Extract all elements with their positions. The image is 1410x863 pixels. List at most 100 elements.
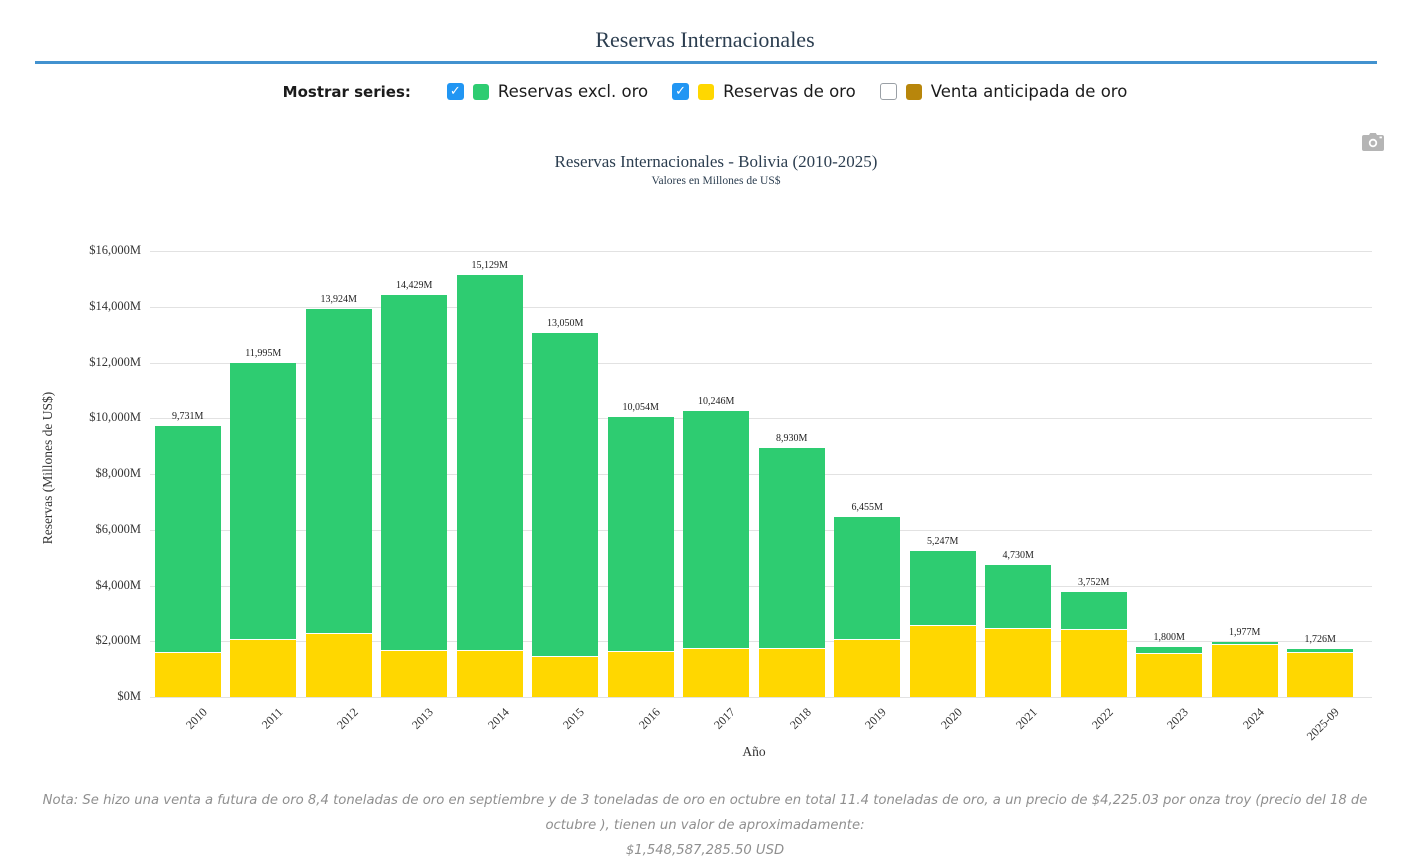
series-color-swatch <box>472 83 489 100</box>
checked-checkbox-icon[interactable]: ✓ <box>672 83 690 100</box>
x-tick-label: 2015 <box>560 705 588 732</box>
bar-segment-reservas-excl-oro[interactable] <box>305 308 372 634</box>
bar-segment-reservas-de-oro[interactable] <box>305 634 372 697</box>
bar-group: 6,455M 2019 <box>830 240 906 732</box>
footnote: Nota: Se hizo una venta a futura de oro … <box>40 788 1370 863</box>
series-toggle-items: ✓ Reservas excl. oro ✓ Reservas de oro Venta… <box>446 82 1128 101</box>
y-tick-label: $12,000M <box>89 354 141 369</box>
x-tick-label: 2021 <box>1013 705 1041 732</box>
bar-segment-reservas-excl-oro[interactable] <box>985 565 1052 629</box>
bar-segment-reservas-excl-oro[interactable] <box>834 517 901 640</box>
x-tick-label: 2017 <box>711 705 739 732</box>
bar-segment-reservas-de-oro[interactable] <box>834 640 901 697</box>
bar-group: 4,730M 2021 <box>981 240 1057 732</box>
bar-segment-reservas-excl-oro[interactable] <box>532 333 599 657</box>
bar-total-label: 1,800M <box>1153 631 1185 643</box>
x-tick-label: 2025-09 <box>1303 705 1343 744</box>
bar-segment-reservas-excl-oro[interactable] <box>456 275 523 650</box>
bar-segment-reservas-excl-oro[interactable] <box>381 294 448 651</box>
x-tick-label: 2018 <box>786 705 814 732</box>
footnote-line-2: $1,548,587,285.50 USD <box>625 843 785 858</box>
bar-segment-reservas-excl-oro[interactable] <box>607 416 674 652</box>
bars-container: 9,731M 2010 11,995M 2011 13,924M 2012 14,429M 2… <box>150 240 1359 743</box>
bar-segment-reservas-excl-oro[interactable] <box>1211 641 1278 644</box>
bar-segment-reservas-excl-oro[interactable] <box>1060 592 1127 629</box>
y-tick-label: $14,000M <box>89 298 141 313</box>
x-tick-label: 2014 <box>484 705 512 732</box>
bar-segment-reservas-excl-oro[interactable] <box>230 362 297 640</box>
bar-segment-reservas-excl-oro[interactable] <box>758 448 825 648</box>
bar-segment-reservas-de-oro[interactable] <box>381 651 448 697</box>
bar-segment-reservas-de-oro[interactable] <box>1287 652 1354 697</box>
bar-group: 13,050M 2015 <box>528 240 604 732</box>
series-toggle-label: Mostrar series: <box>282 82 411 101</box>
x-tick-label: 2020 <box>937 705 965 732</box>
bar-segment-reservas-de-oro[interactable] <box>607 652 674 697</box>
bar-total-label: 1,977M <box>1229 626 1261 638</box>
bar-group: 10,054M 2016 <box>603 240 679 732</box>
bar-group: 14,429M 2013 <box>377 240 453 732</box>
bar-segment-reservas-excl-oro[interactable] <box>683 411 750 648</box>
x-tick-label: 2011 <box>258 705 286 732</box>
page-title: Reservas Internacionales <box>595 27 815 52</box>
bar-total-label: 3,752M <box>1078 577 1110 589</box>
bar-segment-reservas-de-oro[interactable] <box>909 625 976 697</box>
title-divider <box>35 61 1377 64</box>
bar-group: 1,800M 2023 <box>1132 240 1208 732</box>
x-tick-label: 2022 <box>1088 705 1116 732</box>
checked-checkbox-icon[interactable]: ✓ <box>446 83 464 100</box>
series-toggle-item-reservas-excl-oro[interactable]: ✓ Reservas excl. oro <box>446 82 649 101</box>
bar-total-label: 15,129M <box>471 260 508 272</box>
x-tick-label: 2019 <box>862 705 890 732</box>
bar-group: 1,726M 2025-09 <box>1283 240 1359 743</box>
y-tick-label: $6,000M <box>95 521 142 536</box>
bar-segment-reservas-de-oro[interactable] <box>532 657 599 697</box>
x-tick-label: 2023 <box>1164 705 1192 732</box>
bar-segment-reservas-de-oro[interactable] <box>1211 644 1278 697</box>
bar-segment-reservas-de-oro[interactable] <box>1136 653 1203 697</box>
series-toggle: Mostrar series: ✓ Reservas excl. oro ✓ Rese… <box>0 82 1410 101</box>
bar-group: 13,924M 2012 <box>301 240 377 732</box>
series-toggle-item-label: Reservas de oro <box>723 82 856 101</box>
bar-segment-reservas-de-oro[interactable] <box>456 650 523 697</box>
bar-group: 1,977M 2024 <box>1207 240 1283 732</box>
x-tick-label: 2012 <box>333 705 361 732</box>
bar-segment-reservas-excl-oro[interactable] <box>909 550 976 625</box>
bar-segment-reservas-excl-oro[interactable] <box>154 425 221 652</box>
bar-segment-reservas-excl-oro[interactable] <box>1136 646 1203 653</box>
footnote-line-1: Nota: Se hizo una venta a futura de oro … <box>42 793 1368 833</box>
bar-total-label: 13,050M <box>547 318 584 330</box>
bar-group: 15,129M 2014 <box>452 240 528 732</box>
bar-group: 3,752M 2022 <box>1056 240 1132 732</box>
bar-total-label: 11,995M <box>245 347 282 359</box>
x-axis-title: Año <box>742 744 766 759</box>
bar-segment-reservas-de-oro[interactable] <box>1060 629 1127 697</box>
bar-total-label: 8,930M <box>776 433 808 445</box>
bar-segment-reservas-de-oro[interactable] <box>230 640 297 697</box>
bar-group: 11,995M 2011 <box>226 240 302 732</box>
bar-total-label: 9,731M <box>172 410 204 422</box>
bar-segment-reservas-de-oro[interactable] <box>985 629 1052 697</box>
bar-segment-reservas-excl-oro[interactable] <box>1287 648 1354 652</box>
bar-total-label: 10,246M <box>698 396 735 408</box>
y-tick-label: $0M <box>117 689 141 703</box>
bar-segment-reservas-de-oro[interactable] <box>758 648 825 697</box>
gridline <box>150 418 1372 420</box>
series-toggle-item-venta-anticipada-de-oro[interactable]: Venta anticipada de oro <box>879 82 1128 101</box>
chart-title: Reservas Internacionales - Bolivia (2010… <box>554 152 878 171</box>
series-color-swatch <box>698 83 715 100</box>
bar-group: 8,930M 2018 <box>754 240 830 732</box>
bar-group: 5,247M 2020 <box>905 240 981 732</box>
unchecked-checkbox-icon[interactable] <box>879 83 897 100</box>
camera-button[interactable] <box>1358 131 1388 155</box>
y-tick-label: $4,000M <box>95 577 142 592</box>
series-toggle-item-label: Reservas excl. oro <box>497 82 649 101</box>
bar-total-label: 14,429M <box>396 279 433 291</box>
x-tick-label: 2010 <box>182 705 210 732</box>
bar-segment-reservas-de-oro[interactable] <box>154 652 221 697</box>
series-toggle-item-label: Venta anticipada de oro <box>930 82 1128 101</box>
bar-total-label: 5,247M <box>927 535 959 547</box>
series-toggle-item-reservas-de-oro[interactable]: ✓ Reservas de oro <box>672 82 856 101</box>
chart-subtitle: Valores en Millones de US$ <box>651 175 781 187</box>
bar-segment-reservas-de-oro[interactable] <box>683 648 750 697</box>
